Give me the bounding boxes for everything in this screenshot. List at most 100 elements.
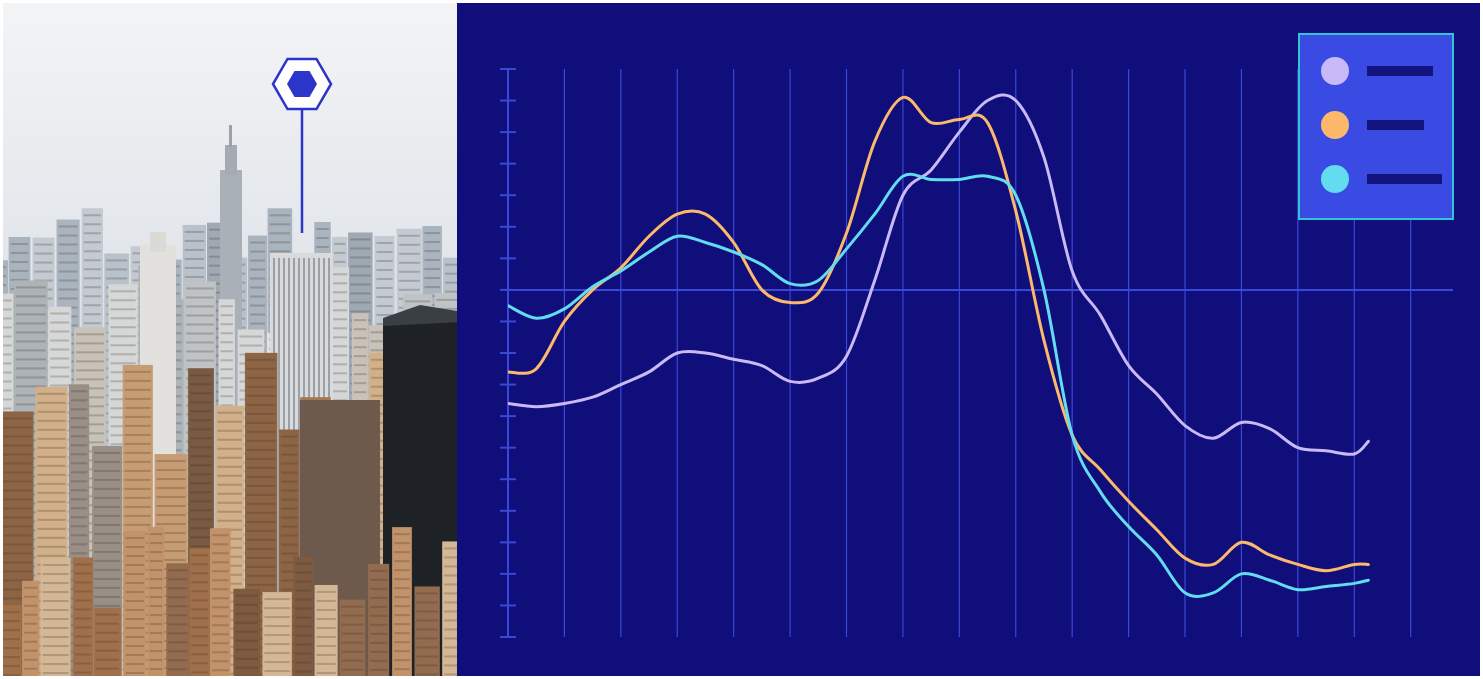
window-row [399, 253, 420, 255]
window-row [125, 407, 151, 409]
window-row [84, 250, 101, 252]
window-row [94, 560, 120, 562]
window-row [3, 389, 12, 391]
window-row [350, 256, 371, 258]
window-row [157, 469, 186, 471]
window-row [71, 534, 87, 536]
window-row [221, 314, 233, 316]
window-row [110, 299, 135, 301]
window-row [350, 238, 371, 240]
window-row [94, 668, 120, 670]
window-row [84, 268, 101, 270]
window-row [94, 506, 120, 508]
window-row [94, 587, 120, 589]
window-row [84, 259, 101, 261]
window-row [157, 523, 186, 525]
window-row [71, 552, 87, 554]
window-row [37, 393, 65, 395]
window-row [35, 244, 53, 246]
window-row [110, 290, 135, 292]
window-row [125, 443, 151, 445]
window-row [37, 447, 65, 449]
window-row [37, 546, 65, 548]
window-row [316, 246, 328, 248]
window-row [59, 226, 78, 228]
window-row [125, 488, 151, 490]
window-row [125, 524, 151, 526]
window-row [71, 444, 87, 446]
window-row [3, 398, 12, 400]
window-row [84, 295, 101, 297]
window-row [376, 278, 392, 280]
window-row [399, 289, 420, 291]
window-row [3, 462, 32, 464]
window-row [94, 533, 120, 535]
window-row [3, 534, 32, 536]
window-row [350, 265, 371, 267]
window-row [94, 452, 120, 454]
window-row [186, 332, 214, 334]
window-row [157, 478, 186, 480]
window-row [221, 395, 233, 397]
window-row [16, 340, 46, 342]
window-row [350, 247, 371, 249]
window-row [59, 271, 78, 273]
window-row [424, 250, 439, 252]
window-row [157, 460, 186, 462]
window-row [76, 360, 104, 362]
window-row [16, 322, 46, 324]
window-row [110, 353, 135, 355]
window-row [334, 252, 345, 254]
window-row [350, 292, 371, 294]
window-row [3, 489, 32, 491]
window-row [221, 305, 233, 307]
window-row [37, 528, 65, 530]
window-row [16, 286, 46, 288]
window-row [59, 280, 78, 282]
window-row [354, 319, 367, 321]
window-row [3, 435, 32, 437]
window-row [125, 452, 151, 454]
window-row [125, 479, 151, 481]
window-row [3, 417, 32, 419]
window-row [84, 214, 101, 216]
window-row [3, 353, 12, 355]
window-row [71, 525, 87, 527]
window-row [37, 501, 65, 503]
window-row [37, 483, 65, 485]
window-row [50, 322, 69, 324]
window-row [59, 235, 78, 237]
window-row [76, 342, 104, 344]
window-row [16, 304, 46, 306]
window-row [3, 407, 12, 409]
window-row [125, 497, 151, 499]
window-row [94, 542, 120, 544]
window-row [3, 335, 12, 337]
window-row [3, 570, 32, 572]
window-row [186, 296, 214, 298]
window-row [3, 284, 6, 286]
tower-spire [229, 125, 232, 147]
window-row [185, 231, 204, 233]
window-row [250, 323, 265, 325]
window-row [125, 398, 151, 400]
window-row [110, 335, 135, 337]
window-row [37, 492, 65, 494]
window-row [240, 345, 263, 347]
window-row [186, 287, 214, 289]
window-row [37, 510, 65, 512]
window-row [84, 223, 101, 225]
window-row [50, 313, 69, 315]
window-row [350, 283, 371, 285]
window-row [185, 249, 204, 251]
window-row [71, 426, 87, 428]
window-row [186, 341, 214, 343]
window-row [445, 291, 457, 293]
window-row [71, 453, 87, 455]
window-row [221, 359, 233, 361]
window-row [125, 461, 151, 463]
window-row [94, 659, 120, 661]
window-row [59, 262, 78, 264]
window-row [354, 373, 367, 375]
window-row [445, 273, 457, 275]
